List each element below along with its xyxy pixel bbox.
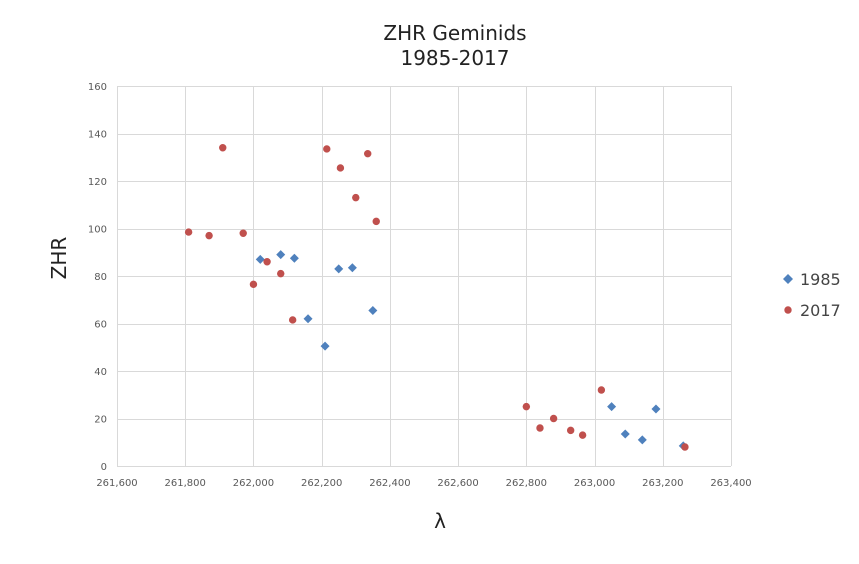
x-tick-label: 263,200 bbox=[642, 478, 683, 489]
gridlines bbox=[117, 86, 732, 467]
data-point-2017 bbox=[578, 431, 587, 439]
x-tick-label: 262,600 bbox=[437, 478, 478, 489]
data-point-2017 bbox=[536, 424, 544, 432]
data-point-2017 bbox=[239, 229, 247, 237]
data-point-2017 bbox=[249, 280, 258, 289]
data-point-2017 bbox=[277, 269, 285, 278]
data-point-1985 bbox=[334, 264, 344, 274]
legend-label-2017: 2017 bbox=[800, 301, 841, 320]
x-tick-label: 263,400 bbox=[710, 478, 751, 489]
data-point-1985 bbox=[255, 254, 265, 264]
data-point-1985 bbox=[320, 341, 330, 351]
data-point-1985 bbox=[607, 402, 617, 412]
y-axis-title: ZHR bbox=[47, 237, 71, 280]
chart-title-line-2: 1985-2017 bbox=[400, 46, 509, 70]
data-point-1985 bbox=[276, 250, 286, 260]
data-point-2017 bbox=[522, 402, 531, 411]
data-point-2017 bbox=[219, 144, 227, 152]
y-tick-label: 80 bbox=[94, 272, 107, 283]
data-point-2017 bbox=[372, 217, 380, 226]
legend-marker-1985 bbox=[783, 274, 793, 284]
x-tick-label: 261,800 bbox=[165, 478, 206, 489]
y-tick-label: 0 bbox=[101, 462, 107, 473]
data-point-2017 bbox=[597, 386, 606, 394]
x-tick-label: 262,000 bbox=[233, 478, 274, 489]
y-tick-label: 60 bbox=[94, 320, 107, 331]
y-tick-label: 140 bbox=[88, 130, 107, 141]
data-point-1985 bbox=[620, 429, 630, 439]
data-point-1985 bbox=[289, 253, 299, 263]
data-points bbox=[184, 144, 689, 451]
x-tick-label: 263,000 bbox=[574, 478, 615, 489]
data-point-2017 bbox=[681, 443, 689, 451]
x-tick-label: 262,800 bbox=[506, 478, 547, 489]
data-point-1985 bbox=[303, 314, 313, 324]
legend: 1985 2017 bbox=[783, 270, 841, 320]
data-point-2017 bbox=[352, 193, 360, 202]
y-tick-label: 100 bbox=[88, 225, 107, 236]
data-point-2017 bbox=[323, 145, 331, 153]
data-point-2017 bbox=[288, 316, 297, 324]
data-point-2017 bbox=[336, 164, 345, 172]
chart-title-line-1: ZHR Geminids bbox=[383, 21, 526, 45]
data-point-2017 bbox=[566, 426, 575, 435]
data-point-1985 bbox=[347, 263, 357, 273]
x-tick-label: 261,600 bbox=[96, 478, 137, 489]
legend-label-1985: 1985 bbox=[800, 270, 841, 289]
data-point-1985 bbox=[637, 435, 647, 445]
y-tick-label: 120 bbox=[88, 177, 107, 188]
data-point-2017 bbox=[549, 414, 558, 423]
x-tick-label: 262,200 bbox=[301, 478, 342, 489]
legend-marker-2017 bbox=[784, 306, 792, 314]
data-point-1985 bbox=[651, 404, 661, 414]
data-point-1985 bbox=[368, 305, 378, 315]
y-tick-label: 20 bbox=[94, 415, 107, 426]
data-point-2017 bbox=[263, 258, 271, 266]
tick-labels: 261,600 261,800 262,000 262,200 262,400 262,6… bbox=[88, 82, 752, 489]
y-tick-label: 40 bbox=[94, 367, 107, 378]
data-point-2017 bbox=[205, 231, 213, 240]
x-tick-label: 262,400 bbox=[369, 478, 410, 489]
data-point-2017 bbox=[364, 149, 372, 158]
x-axis-title: λ bbox=[434, 509, 446, 533]
y-tick-label: 160 bbox=[88, 82, 107, 93]
data-point-2017 bbox=[184, 228, 193, 236]
